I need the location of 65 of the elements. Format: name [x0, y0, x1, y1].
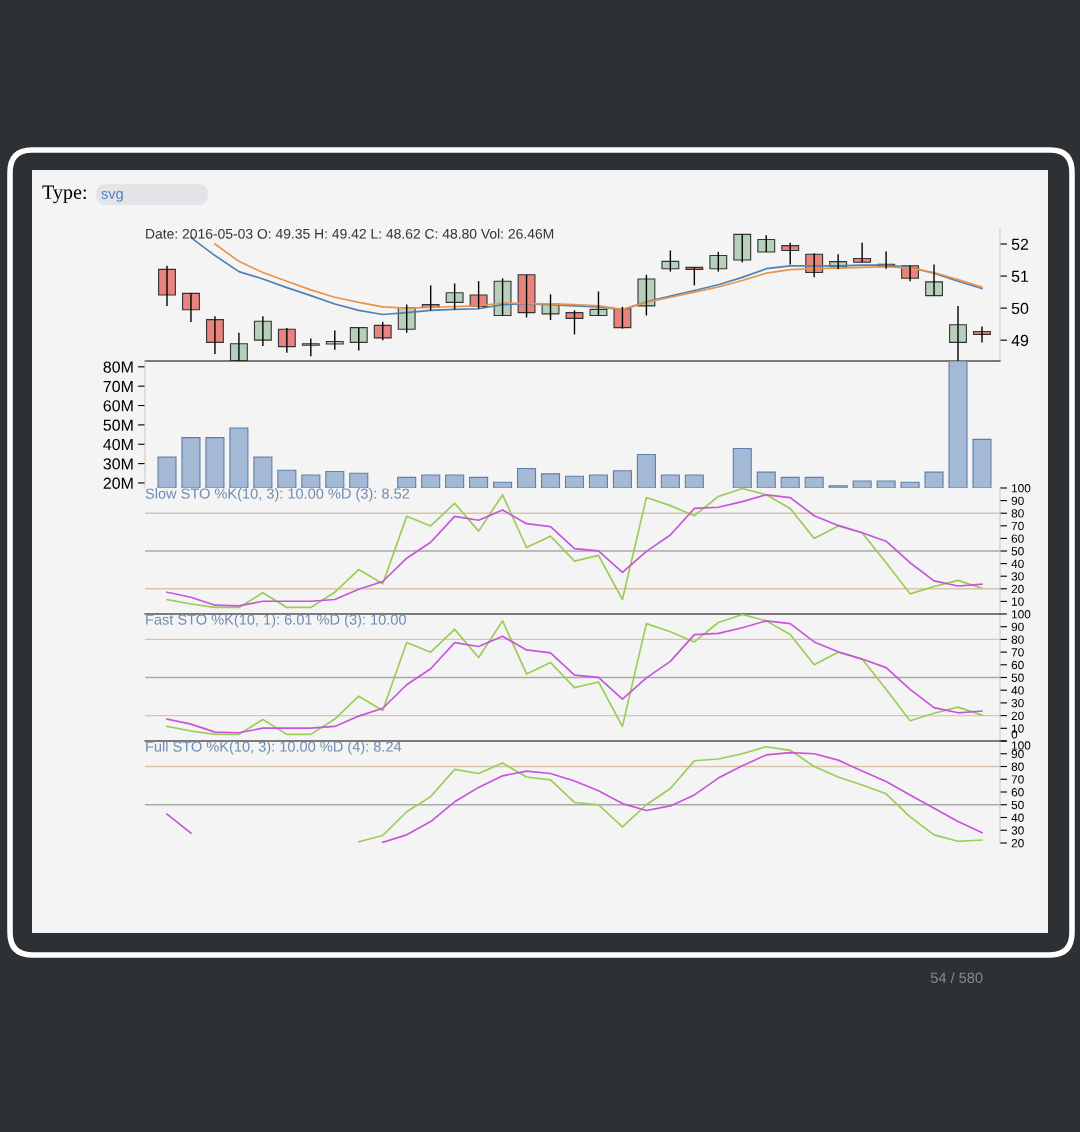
text: 54 / 580 — [930, 972, 983, 983]
y-tick-label: 10 — [1012, 597, 1024, 606]
y-tick-label: 90 — [1011, 622, 1024, 632]
y-tick-label: 40 — [1011, 559, 1024, 568]
y-tick-label: 80 — [1011, 635, 1024, 644]
y-tick-label: 100 — [1012, 484, 1031, 493]
candlestick — [973, 325, 991, 344]
y-tick-label: 90 — [1011, 496, 1024, 505]
candlestick — [445, 282, 464, 311]
y-tick-label: 50 — [1011, 800, 1024, 810]
candlestick — [205, 315, 224, 355]
candlestick — [637, 274, 656, 317]
annotation: Date: 2016-05-03 O: 49.35 H: 49.42 L: 48.62 C: 48.80 Vol: 26.46M — [146, 228, 554, 239]
candlestick — [661, 249, 680, 273]
chart-title: Fast STO %K(10, 1): 6.01 %D (3): 10.00 — [146, 614, 406, 628]
y-tick-label: 70 — [1011, 775, 1024, 784]
y-tick-label: 20 — [1011, 839, 1024, 848]
text: Type: — [42, 185, 86, 204]
candlestick — [517, 274, 536, 319]
text: svg — [101, 190, 123, 202]
y-tick-label: 60 — [1011, 660, 1024, 670]
candlestick — [853, 242, 872, 263]
candlestick — [589, 290, 608, 317]
candlestick — [373, 321, 392, 341]
y-tick-label: 80 — [1011, 762, 1024, 771]
y-tick-label: 80M — [103, 361, 133, 373]
y-tick-label: 40 — [1011, 813, 1024, 822]
y-tick-label: 50 — [1011, 547, 1024, 556]
y-tick-label: 50 — [1011, 302, 1029, 315]
candlestick — [253, 315, 272, 347]
y-tick-label: 60M — [103, 400, 133, 412]
y-tick-label: 100 — [1012, 610, 1031, 619]
y-tick-label: 50 — [1011, 673, 1024, 682]
candlestick — [781, 242, 800, 266]
candlestick — [158, 265, 176, 307]
candlestick — [349, 326, 368, 352]
y-tick-label: 49 — [1011, 334, 1029, 347]
y-tick-label: 80 — [1011, 509, 1024, 518]
y-tick-label: 20 — [1011, 584, 1024, 594]
candlestick — [925, 263, 943, 297]
y-tick-label: 30 — [1011, 572, 1024, 581]
y-tick-label: 40 — [1011, 686, 1024, 695]
y-tick-label: 30M — [103, 458, 133, 470]
candlestick — [565, 309, 584, 336]
y-tick-label: 70 — [1011, 521, 1024, 531]
candlestick — [709, 251, 728, 273]
y-tick-label: 52 — [1011, 238, 1029, 250]
y-tick-label: 60 — [1011, 788, 1024, 797]
y-tick-label: 20 — [1011, 711, 1024, 720]
candlestick — [733, 233, 752, 263]
y-tick-label: 20M — [103, 477, 133, 489]
candlestick — [325, 329, 344, 351]
y-tick-label: 50M — [103, 419, 133, 431]
y-tick-label: 70 — [1011, 648, 1024, 657]
y-tick-label: 70M — [103, 380, 133, 393]
y-tick-label: 51 — [1011, 270, 1029, 283]
y-tick-label: 100 — [1012, 741, 1031, 750]
y-tick-label: 30 — [1011, 698, 1024, 708]
y-tick-label: 90 — [1011, 749, 1024, 759]
y-tick-label: 60 — [1011, 534, 1024, 543]
candlestick — [301, 337, 320, 357]
chart-title: Slow STO %K(10, 3): 10.00 %D (3): 8.52 — [145, 488, 410, 502]
chart-title: Full STO %K(10, 3): 10.00 %D (4): 8.24 — [146, 741, 402, 755]
y-tick-label: 40M — [103, 438, 133, 451]
y-tick-label: 30 — [1011, 826, 1024, 835]
